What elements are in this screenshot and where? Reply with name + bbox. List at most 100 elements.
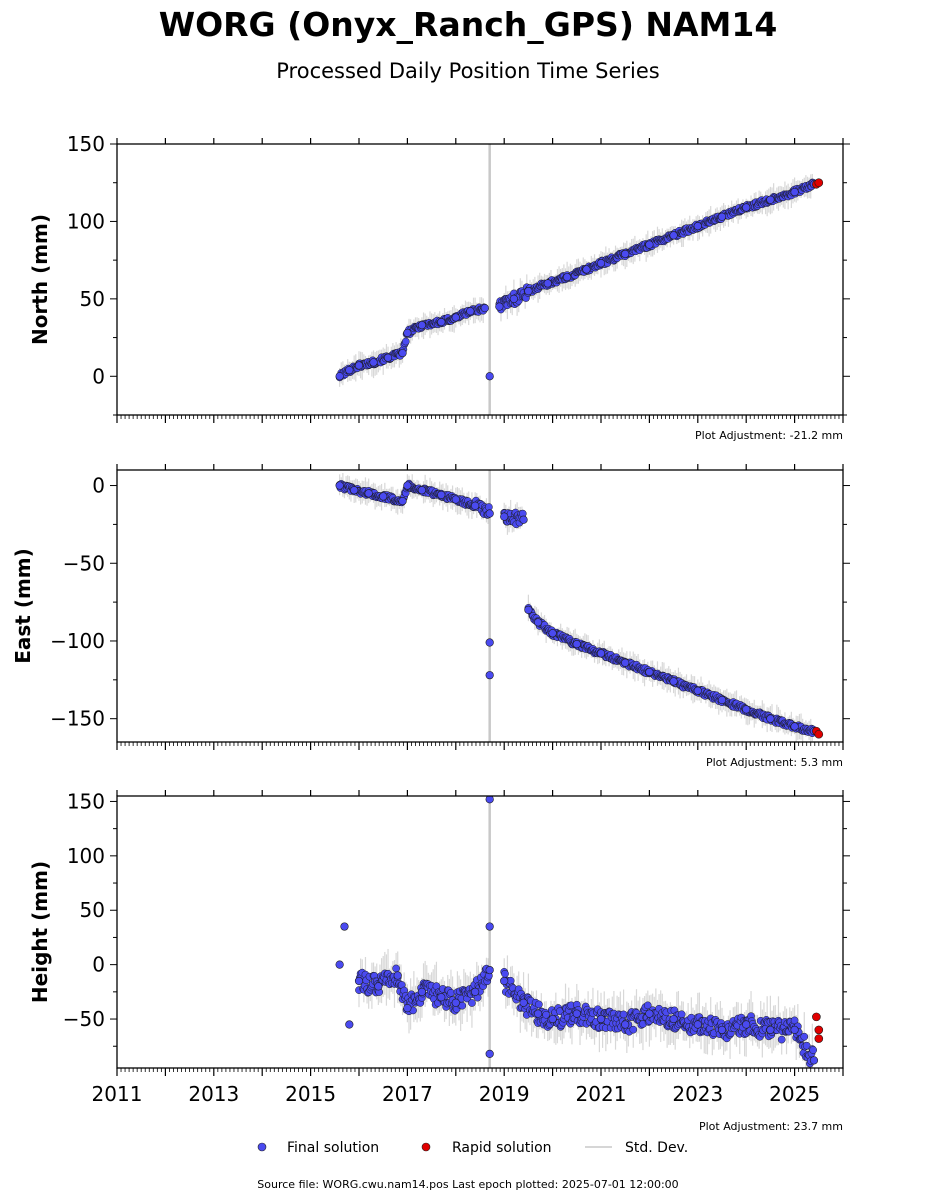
final-solution-point	[451, 495, 460, 504]
plot-adjustment: Plot Adjustment: -21.2 mm	[695, 429, 843, 442]
final-solution-point	[809, 1056, 819, 1065]
plot-adjustment: Plot Adjustment: 5.3 mm	[706, 756, 843, 769]
final-solution-point	[485, 372, 494, 381]
final-solution-point	[645, 240, 654, 249]
final-solution-point	[485, 1049, 494, 1058]
final-solution-point	[335, 481, 344, 490]
final-solution-point	[451, 998, 460, 1007]
final-solution-point	[458, 1001, 467, 1010]
final-solution-point	[451, 313, 460, 322]
y-tick-label: 100	[67, 209, 105, 233]
final-solution-point	[354, 361, 364, 370]
rapid-solution-point	[814, 1034, 824, 1043]
final-solution-point	[766, 195, 775, 204]
final-solution-point	[335, 372, 344, 381]
final-solution-point	[485, 922, 494, 931]
final-solution-point	[417, 987, 427, 996]
rapid-solution-point	[814, 729, 824, 739]
legend-stddev-label: Std. Dev.	[625, 1140, 688, 1156]
final-solution-point	[621, 1020, 630, 1029]
final-solution-point	[790, 1016, 799, 1025]
final-solution-point	[379, 492, 388, 501]
final-solution-point	[524, 287, 533, 296]
final-solution-point	[669, 1014, 678, 1024]
final-solution-point	[524, 605, 533, 614]
final-solution-point	[619, 1010, 628, 1019]
final-solution-point	[403, 481, 412, 490]
y-tick-label: −100	[50, 629, 105, 653]
y-tick-label: −150	[50, 707, 105, 731]
legend-rapid-label: Rapid solution	[452, 1140, 552, 1156]
final-solution-point	[403, 1004, 412, 1013]
final-solution-point	[533, 618, 543, 627]
y-tick-label: 0	[92, 953, 105, 977]
x-tick-label: 2011	[92, 1082, 143, 1106]
y-tick-label: 100	[67, 844, 105, 868]
final-solution-point	[345, 1020, 354, 1029]
final-solution-point	[543, 279, 552, 288]
y-axis-label: North (mm)	[28, 214, 52, 345]
final-solution-point	[437, 993, 446, 1002]
final-solution-cloud	[355, 964, 818, 1068]
final-solution-point	[717, 1025, 727, 1035]
x-tick-label: 2017	[382, 1082, 433, 1106]
final-solution-point	[437, 490, 446, 499]
final-solution-point	[335, 960, 344, 969]
y-tick-label: 50	[80, 898, 105, 922]
x-tick-label: 2021	[576, 1082, 627, 1106]
final-solution-point	[500, 512, 509, 521]
final-solution-point	[809, 1046, 818, 1054]
panel-north: 0 50 100 150 North (mm) Plot Adjustment: -21.…	[28, 132, 850, 442]
rapid-solution-point	[814, 178, 824, 188]
final-solution-series	[335, 796, 819, 1065]
final-solution-point	[677, 1010, 686, 1019]
final-solution-point	[403, 328, 412, 338]
rapid-solution-series	[812, 726, 824, 739]
rapid-solution-series	[812, 178, 824, 189]
final-solution-point	[693, 686, 702, 695]
final-solution-point	[350, 486, 359, 495]
final-solution-point	[485, 638, 494, 647]
legend-final-marker	[257, 1142, 267, 1152]
y-tick-label: 0	[92, 474, 105, 498]
final-solution-point	[542, 1010, 550, 1019]
final-solution-point	[500, 976, 509, 986]
final-solution-point	[485, 671, 494, 680]
final-solution-point	[596, 259, 606, 268]
final-solution-point	[533, 1009, 543, 1018]
rapid-solution-point	[814, 1025, 824, 1035]
final-solution-cloud	[335, 479, 818, 738]
final-solution-point	[417, 486, 427, 495]
legend-rapid-marker	[421, 1142, 431, 1152]
panel-east-data	[335, 470, 824, 742]
final-solution-point	[766, 714, 775, 723]
source-footer: Source file: WORG.cwu.nam14.pos Last epo…	[257, 1178, 678, 1191]
final-solution-point	[777, 1035, 786, 1044]
panel-east: 0 −50 −100 −150 East (mm) Plot Adjustment: 5.…	[11, 464, 850, 769]
final-solution-point	[629, 1025, 638, 1034]
final-solution-point	[572, 1009, 581, 1018]
final-solution-point	[596, 649, 606, 658]
final-solution-point	[742, 203, 751, 212]
x-axis: 2011 2013 2015 2017 2019 2021 2023 2025	[92, 790, 844, 1106]
final-solution-point	[340, 922, 349, 931]
final-solution-point	[401, 337, 410, 346]
rapid-solution-point	[812, 1012, 821, 1022]
x-tick-label: 2013	[188, 1082, 239, 1106]
final-solution-point	[717, 695, 727, 705]
stddev-bars	[339, 144, 813, 415]
final-solution-point	[535, 1000, 543, 1009]
final-solution-point	[548, 629, 557, 638]
final-solution-point	[398, 496, 407, 506]
final-solution-point	[471, 987, 480, 996]
y-axis-label: Height (mm)	[28, 861, 52, 1003]
y-axis: 0 50 100 150	[67, 132, 850, 416]
final-solution-point	[582, 265, 591, 274]
final-solution-point	[645, 667, 654, 677]
final-solution-point	[501, 969, 509, 978]
final-solution-point	[393, 971, 402, 980]
rapid-solution-series	[812, 1012, 824, 1043]
x-axis	[116, 464, 844, 750]
final-solution-point	[742, 1020, 751, 1029]
final-solution-point	[563, 273, 572, 282]
